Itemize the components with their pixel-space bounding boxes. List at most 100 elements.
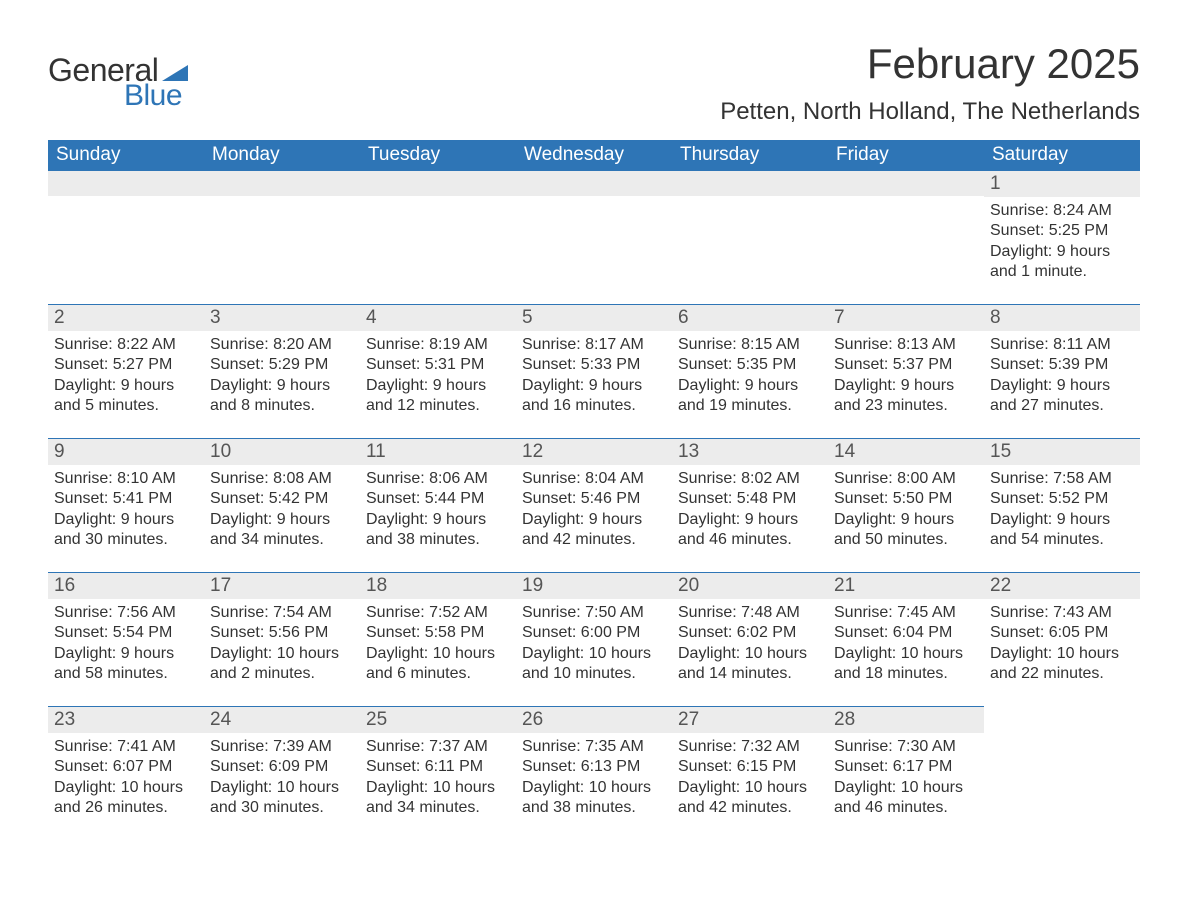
calendar-row: 9Sunrise: 8:10 AMSunset: 5:41 PMDaylight…: [48, 438, 1140, 572]
empty-day-strip: [360, 170, 516, 196]
brand-logo: General Blue: [48, 52, 188, 113]
sunrise-line: Sunrise: 8:04 AM: [522, 469, 666, 489]
day-details: Sunrise: 7:43 AMSunset: 6:05 PMDaylight:…: [984, 599, 1140, 691]
sunset-line: Sunset: 5:25 PM: [990, 221, 1134, 241]
calendar-day-cell: 6Sunrise: 8:15 AMSunset: 5:35 PMDaylight…: [672, 304, 828, 438]
sunrise-line: Sunrise: 8:00 AM: [834, 469, 978, 489]
daylight-line: Daylight: 9 hours and 42 minutes.: [522, 510, 666, 551]
day-details: Sunrise: 7:50 AMSunset: 6:00 PMDaylight:…: [516, 599, 672, 691]
sunset-line: Sunset: 6:15 PM: [678, 757, 822, 777]
calendar-day-cell: 20Sunrise: 7:48 AMSunset: 6:02 PMDayligh…: [672, 572, 828, 706]
day-number: 19: [516, 572, 672, 599]
flag-icon: [162, 61, 188, 81]
day-details: Sunrise: 8:04 AMSunset: 5:46 PMDaylight:…: [516, 465, 672, 557]
day-number: 6: [672, 304, 828, 331]
sunrise-line: Sunrise: 8:13 AM: [834, 335, 978, 355]
sunrise-line: Sunrise: 7:48 AM: [678, 603, 822, 623]
daylight-line: Daylight: 10 hours and 14 minutes.: [678, 644, 822, 685]
daylight-line: Daylight: 9 hours and 58 minutes.: [54, 644, 198, 685]
day-details: Sunrise: 8:19 AMSunset: 5:31 PMDaylight:…: [360, 331, 516, 423]
daylight-line: Daylight: 10 hours and 30 minutes.: [210, 778, 354, 819]
calendar-day-cell: 21Sunrise: 7:45 AMSunset: 6:04 PMDayligh…: [828, 572, 984, 706]
daylight-line: Daylight: 9 hours and 46 minutes.: [678, 510, 822, 551]
calendar-row: 16Sunrise: 7:56 AMSunset: 5:54 PMDayligh…: [48, 572, 1140, 706]
day-number: 10: [204, 438, 360, 465]
weekday-header: Tuesday: [360, 140, 516, 170]
calendar-day-cell: 4Sunrise: 8:19 AMSunset: 5:31 PMDaylight…: [360, 304, 516, 438]
sunrise-line: Sunrise: 8:11 AM: [990, 335, 1134, 355]
day-details: Sunrise: 7:32 AMSunset: 6:15 PMDaylight:…: [672, 733, 828, 825]
calendar-day-cell: 8Sunrise: 8:11 AMSunset: 5:39 PMDaylight…: [984, 304, 1140, 438]
weekday-header: Thursday: [672, 140, 828, 170]
day-details: Sunrise: 7:54 AMSunset: 5:56 PMDaylight:…: [204, 599, 360, 691]
day-details: Sunrise: 8:00 AMSunset: 5:50 PMDaylight:…: [828, 465, 984, 557]
day-details: Sunrise: 7:41 AMSunset: 6:07 PMDaylight:…: [48, 733, 204, 825]
sunrise-line: Sunrise: 8:15 AM: [678, 335, 822, 355]
calendar-day-cell: 24Sunrise: 7:39 AMSunset: 6:09 PMDayligh…: [204, 706, 360, 840]
day-details: Sunrise: 8:10 AMSunset: 5:41 PMDaylight:…: [48, 465, 204, 557]
sunrise-line: Sunrise: 7:35 AM: [522, 737, 666, 757]
day-details: Sunrise: 8:15 AMSunset: 5:35 PMDaylight:…: [672, 331, 828, 423]
sunset-line: Sunset: 6:00 PM: [522, 623, 666, 643]
sunrise-line: Sunrise: 7:30 AM: [834, 737, 978, 757]
daylight-line: Daylight: 9 hours and 54 minutes.: [990, 510, 1134, 551]
sunset-line: Sunset: 5:42 PM: [210, 489, 354, 509]
sunset-line: Sunset: 6:11 PM: [366, 757, 510, 777]
daylight-line: Daylight: 9 hours and 30 minutes.: [54, 510, 198, 551]
sunrise-line: Sunrise: 7:37 AM: [366, 737, 510, 757]
sunrise-line: Sunrise: 7:32 AM: [678, 737, 822, 757]
day-number: 1: [984, 170, 1140, 197]
daylight-line: Daylight: 9 hours and 12 minutes.: [366, 376, 510, 417]
day-details: Sunrise: 8:06 AMSunset: 5:44 PMDaylight:…: [360, 465, 516, 557]
empty-day-strip: [48, 170, 204, 196]
sunset-line: Sunset: 5:46 PM: [522, 489, 666, 509]
calendar-empty-cell: [204, 170, 360, 304]
day-number: 4: [360, 304, 516, 331]
calendar-day-cell: 18Sunrise: 7:52 AMSunset: 5:58 PMDayligh…: [360, 572, 516, 706]
day-number: 28: [828, 706, 984, 733]
sunrise-line: Sunrise: 7:43 AM: [990, 603, 1134, 623]
calendar-day-cell: 2Sunrise: 8:22 AMSunset: 5:27 PMDaylight…: [48, 304, 204, 438]
sunset-line: Sunset: 5:56 PM: [210, 623, 354, 643]
weekday-header: Wednesday: [516, 140, 672, 170]
sunset-line: Sunset: 5:48 PM: [678, 489, 822, 509]
day-number: 12: [516, 438, 672, 465]
sunset-line: Sunset: 5:44 PM: [366, 489, 510, 509]
sunrise-line: Sunrise: 8:10 AM: [54, 469, 198, 489]
calendar-day-cell: 14Sunrise: 8:00 AMSunset: 5:50 PMDayligh…: [828, 438, 984, 572]
day-number: 18: [360, 572, 516, 599]
empty-day-strip: [516, 170, 672, 196]
sunset-line: Sunset: 5:27 PM: [54, 355, 198, 375]
day-details: Sunrise: 8:17 AMSunset: 5:33 PMDaylight:…: [516, 331, 672, 423]
day-details: Sunrise: 8:22 AMSunset: 5:27 PMDaylight:…: [48, 331, 204, 423]
calendar-day-cell: 1Sunrise: 8:24 AMSunset: 5:25 PMDaylight…: [984, 170, 1140, 304]
sunset-line: Sunset: 5:37 PM: [834, 355, 978, 375]
daylight-line: Daylight: 10 hours and 26 minutes.: [54, 778, 198, 819]
daylight-line: Daylight: 9 hours and 27 minutes.: [990, 376, 1134, 417]
daylight-line: Daylight: 9 hours and 50 minutes.: [834, 510, 978, 551]
daylight-line: Daylight: 10 hours and 2 minutes.: [210, 644, 354, 685]
weekday-header: Sunday: [48, 140, 204, 170]
day-number: 16: [48, 572, 204, 599]
daylight-line: Daylight: 9 hours and 19 minutes.: [678, 376, 822, 417]
day-number: 9: [48, 438, 204, 465]
sunset-line: Sunset: 5:58 PM: [366, 623, 510, 643]
sunset-line: Sunset: 5:39 PM: [990, 355, 1134, 375]
day-details: Sunrise: 8:02 AMSunset: 5:48 PMDaylight:…: [672, 465, 828, 557]
day-number: 7: [828, 304, 984, 331]
weekday-header-row: SundayMondayTuesdayWednesdayThursdayFrid…: [48, 140, 1140, 170]
day-details: Sunrise: 8:11 AMSunset: 5:39 PMDaylight:…: [984, 331, 1140, 423]
weekday-header: Monday: [204, 140, 360, 170]
sunset-line: Sunset: 6:13 PM: [522, 757, 666, 777]
day-number: 14: [828, 438, 984, 465]
calendar-day-cell: 9Sunrise: 8:10 AMSunset: 5:41 PMDaylight…: [48, 438, 204, 572]
sunrise-line: Sunrise: 7:50 AM: [522, 603, 666, 623]
calendar-day-cell: 25Sunrise: 7:37 AMSunset: 6:11 PMDayligh…: [360, 706, 516, 840]
daylight-line: Daylight: 10 hours and 34 minutes.: [366, 778, 510, 819]
sunrise-line: Sunrise: 8:17 AM: [522, 335, 666, 355]
daylight-line: Daylight: 10 hours and 6 minutes.: [366, 644, 510, 685]
sunset-line: Sunset: 6:07 PM: [54, 757, 198, 777]
sunrise-line: Sunrise: 8:19 AM: [366, 335, 510, 355]
day-number: 22: [984, 572, 1140, 599]
calendar-day-cell: 28Sunrise: 7:30 AMSunset: 6:17 PMDayligh…: [828, 706, 984, 840]
